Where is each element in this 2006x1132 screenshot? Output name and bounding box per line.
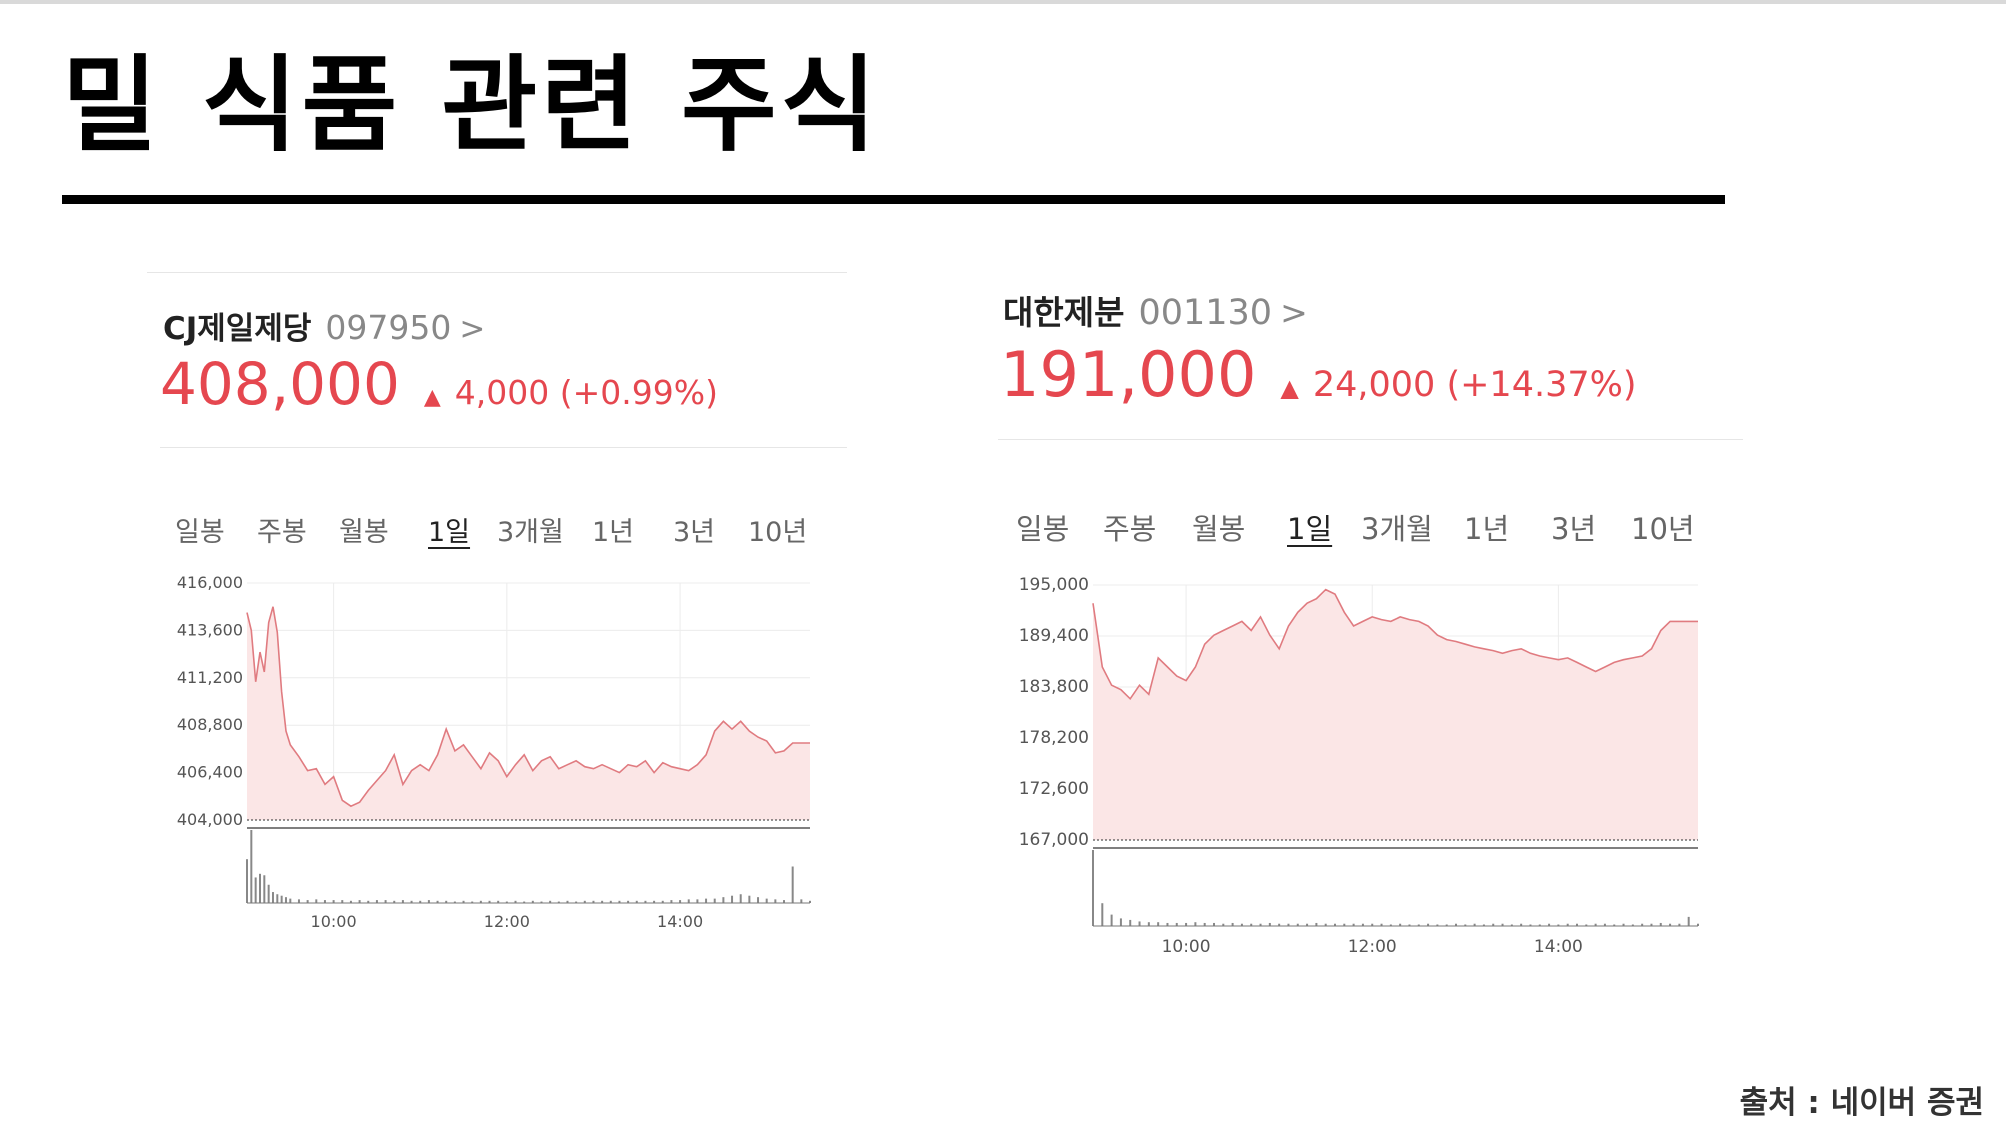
current-price: 191,000 [1000, 338, 1257, 411]
tab-monthly[interactable]: 월봉 [339, 517, 389, 548]
tab-daily[interactable]: 일봉 [175, 517, 225, 548]
price-line [246, 606, 810, 808]
panel-mid-divider [160, 447, 847, 448]
y-tick-label: 183,800 [1019, 677, 1089, 697]
tab-daily[interactable]: 일봉 [1016, 512, 1070, 546]
period-tabs: 일봉 주봉 월봉 1일 3개월 1년 3년 10년 [175, 510, 825, 550]
tab-3month[interactable]: 3개월 [497, 517, 564, 548]
stock-header[interactable]: CJ제일제당 097950 > [163, 303, 485, 348]
y-tick-label: 167,000 [1019, 830, 1089, 850]
x-tick-label: 12:00 [1348, 937, 1397, 957]
y-tick-label: 416,000 [177, 573, 243, 592]
tab-1day[interactable]: 1일 [428, 517, 471, 548]
tab-10year[interactable]: 10년 [1631, 512, 1695, 546]
page-title: 밀 식품 관련 주식 [62, 44, 881, 166]
price-row: 408,000 ▲ 4,000 (+0.99%) [160, 350, 718, 418]
tab-3year[interactable]: 3년 [673, 517, 716, 548]
y-tick-label: 189,400 [1019, 626, 1089, 646]
y-tick-label: 413,600 [177, 620, 243, 639]
tab-monthly[interactable]: 월봉 [1192, 512, 1246, 546]
top-strip [0, 0, 2006, 4]
y-tick-label: 408,800 [177, 715, 243, 734]
price-change: 24,000 (+14.37%) [1312, 365, 1637, 405]
y-tick-label: 172,600 [1019, 779, 1089, 799]
current-price: 408,000 [160, 350, 400, 418]
x-tick-label: 14:00 [1534, 937, 1583, 957]
tab-3month[interactable]: 3개월 [1361, 512, 1433, 546]
stock-code: 001130 [1138, 293, 1273, 333]
stock-name: CJ제일제당 [163, 311, 312, 347]
price-area [1093, 589, 1698, 840]
x-tick-label: 12:00 [484, 912, 530, 931]
stock-code: 097950 [325, 308, 452, 347]
tab-3year[interactable]: 3년 [1551, 512, 1597, 546]
x-tick-label: 10:00 [1162, 937, 1211, 957]
stock-name: 대한제분 [1003, 293, 1125, 332]
period-tabs: 일봉 주봉 월봉 1일 3개월 1년 3년 10년 [1016, 506, 1736, 546]
chevron-right-icon: > [459, 311, 486, 347]
intraday-chart: 416,000 413,600 411,200 408,800 406,400 404,0… [177, 573, 811, 931]
y-tick-label: 195,000 [1019, 575, 1089, 595]
y-tick-label: 406,400 [177, 763, 243, 782]
tab-10year[interactable]: 10년 [748, 517, 808, 548]
panel-mid-divider [998, 439, 1743, 440]
chevron-right-icon: > [1280, 293, 1308, 332]
source-credit: 출처 : 네이버 증권 [1739, 1085, 1984, 1121]
price-line [1092, 588, 1698, 701]
tab-weekly[interactable]: 주봉 [1103, 512, 1157, 546]
intraday-chart: 195,000 189,400 183,800 178,200 172,600 167,0… [1019, 575, 1699, 957]
up-triangle-icon: ▲ [1280, 374, 1299, 402]
x-tick-label: 14:00 [657, 912, 703, 931]
stock-header[interactable]: 대한제분 001130 > [1003, 286, 1308, 334]
price-row: 191,000 ▲ 24,000 (+14.37%) [1000, 338, 1637, 411]
title-underline [62, 195, 1725, 204]
y-tick-label: 404,000 [177, 810, 243, 829]
x-tick-label: 10:00 [311, 912, 357, 931]
tab-1year[interactable]: 1년 [1464, 512, 1510, 546]
y-tick-label: 178,200 [1019, 728, 1089, 748]
price-change: 4,000 (+0.99%) [454, 373, 718, 412]
tab-weekly[interactable]: 주봉 [257, 517, 307, 548]
panel-top-divider [147, 272, 847, 273]
tab-1year[interactable]: 1년 [592, 517, 635, 548]
tab-1day[interactable]: 1일 [1287, 512, 1333, 546]
y-tick-label: 411,200 [177, 668, 243, 687]
up-triangle-icon: ▲ [423, 385, 441, 410]
price-area [247, 606, 810, 820]
